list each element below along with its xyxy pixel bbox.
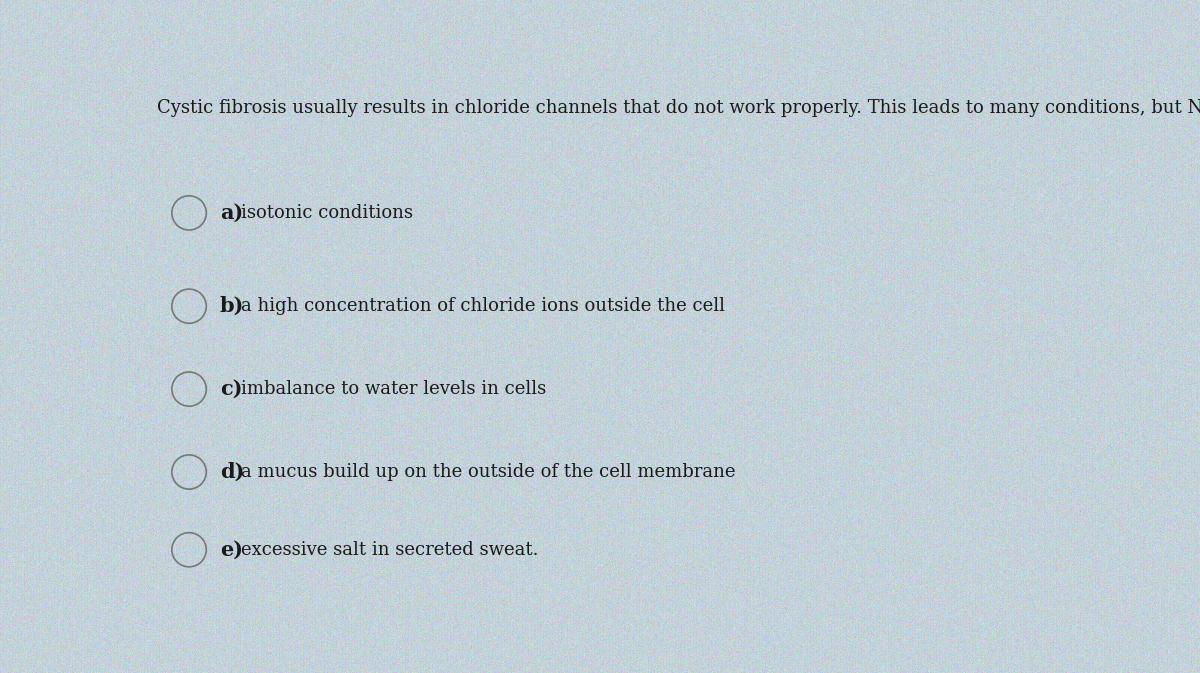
- Text: isotonic conditions: isotonic conditions: [241, 204, 413, 222]
- Text: d): d): [220, 462, 244, 482]
- Text: imbalance to water levels in cells: imbalance to water levels in cells: [241, 380, 546, 398]
- Text: Cystic fibrosis usually results in chloride channels that do not work properly. : Cystic fibrosis usually results in chlor…: [157, 99, 1200, 117]
- Text: a mucus build up on the outside of the cell membrane: a mucus build up on the outside of the c…: [241, 463, 736, 481]
- Text: a): a): [220, 203, 242, 223]
- Text: c): c): [220, 379, 242, 399]
- Text: a high concentration of chloride ions outside the cell: a high concentration of chloride ions ou…: [241, 297, 725, 315]
- Text: e): e): [220, 540, 242, 560]
- Text: b): b): [220, 296, 244, 316]
- Text: excessive salt in secreted sweat.: excessive salt in secreted sweat.: [241, 540, 539, 559]
